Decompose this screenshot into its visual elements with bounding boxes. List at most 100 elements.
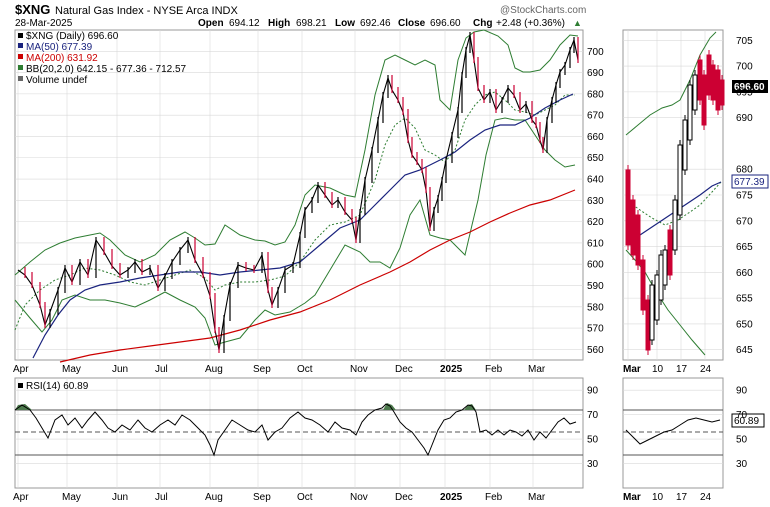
rsi-x-tick-label: Sep [253, 492, 271, 503]
zoom-candle-body [719, 79, 725, 106]
main-y-tick-label: 630 [587, 196, 604, 207]
zoom-y-tick-label: 650 [736, 319, 753, 330]
rsi-zoom-x-ticks: Mar 10 17 24 [623, 492, 712, 503]
ohlc-chg-label: Chg [473, 18, 492, 29]
zoom-y-tick-label: 680 [736, 165, 753, 176]
ohlc-low-label: Low [335, 18, 355, 29]
zoom-candle-body [654, 274, 660, 321]
ohlc-open-label: Open [198, 18, 224, 29]
main-x-tick-label: Oct [297, 364, 313, 375]
zoom-y-tick-label: 645 [736, 345, 753, 356]
zoom-candle-body [710, 64, 716, 101]
zoom-candle-body [701, 74, 707, 126]
ohlc-open: 694.12 [229, 18, 260, 29]
zoom-candle-body [677, 144, 683, 216]
main-y-tick-label: 560 [587, 345, 604, 356]
zoom-candle-body [625, 169, 631, 246]
rsi-zoom-y-tick-label: 90 [736, 386, 748, 397]
rsi-x-tick-label: Apr [13, 492, 29, 503]
rsi-x-ticks: Apr May Jun Jul Aug Sep Oct Nov Dec 2025 Feb Mar [13, 492, 546, 503]
legend-bb: BB(20,2.0) 642.15 - 677.36 - 712.57 [26, 64, 187, 75]
main-candles [24, 32, 579, 353]
zoom-candle-body [672, 199, 678, 251]
rsi-zoom-y-tick-label: 50 [736, 435, 748, 446]
rsi-x-tick-label: Oct [297, 492, 313, 503]
zoom-candle-body [692, 74, 698, 111]
rsi-zoom-x-tick-label: 17 [676, 492, 688, 503]
main-y-tick-label: 650 [587, 153, 604, 164]
main-x-tick-label: 2025 [440, 364, 463, 375]
rsi-x-tick-label: Aug [205, 492, 223, 503]
ohlc-high-label: High [268, 18, 290, 29]
legend-ma50: MA(50) 677.39 [26, 42, 93, 53]
main-x-tick-label: Apr [13, 364, 29, 375]
main-y-tick-label: 670 [587, 111, 604, 122]
ma50-line [32, 93, 574, 359]
zoom-candle-body [667, 229, 673, 276]
rsi-zoom-x-tick-label: 10 [652, 492, 664, 503]
ma50-price-box [731, 174, 769, 189]
zoom-candle-body [649, 284, 655, 341]
main-y-tick-label: 660 [587, 132, 604, 143]
zoom-bb-mid-line [625, 181, 722, 226]
rsi-title: RSI(14) 60.89 [26, 381, 89, 392]
main-y-tick-label: 640 [587, 175, 604, 186]
ohlc-close: 696.60 [430, 18, 461, 29]
main-y-tick-label: 620 [587, 217, 604, 228]
main-x-tick-label: Jun [112, 364, 128, 375]
rsi-y-ticks: 30 50 70 90 [587, 386, 599, 470]
main-y-tick-label: 600 [587, 260, 604, 271]
zoom-x-tick-label: 24 [700, 364, 712, 375]
rsi-y-tick-label: 70 [587, 410, 599, 421]
rsi-y-tick-label: 50 [587, 435, 599, 446]
rsi-x-tick-label: Mar [528, 492, 546, 503]
zoom-y-tick-label: 655 [736, 294, 753, 305]
ohlc-high: 698.21 [296, 18, 327, 29]
main-y-tick-label: 590 [587, 281, 604, 292]
main-panel-frame [14, 29, 584, 361]
watermark: @StockCharts.com [500, 5, 586, 16]
main-x-tick-label: Nov [350, 364, 368, 375]
main-x-tick-label: May [62, 364, 81, 375]
main-y-tick-label: 580 [587, 302, 604, 313]
bb-lower-line [14, 117, 576, 346]
rsi-zoom-y-tick-label: 70 [736, 410, 748, 421]
zoom-candle-body [630, 199, 636, 256]
zoom-candle-body [645, 299, 651, 351]
main-y-tick-label: 570 [587, 324, 604, 335]
main-y-tick-label: 680 [587, 89, 604, 100]
zoom-y-tick-label: 700 [736, 62, 753, 73]
rsi-zoom-y-ticks: 30 50 70 90 [736, 386, 748, 470]
main-x-tick-label: Aug [205, 364, 223, 375]
rsi-x-tick-label: Nov [350, 492, 368, 503]
zoom-x-ticks: Mar 10 17 24 [623, 364, 712, 375]
legend-volume: Volume undef [26, 75, 87, 86]
chart-date: 28-Mar-2025 [15, 18, 73, 29]
zoom-candle-body [706, 54, 712, 96]
main-y-tick-label: 700 [587, 47, 604, 58]
rsi-x-tick-label: Dec [395, 492, 413, 503]
rsi-zoom-panel-frame [622, 377, 724, 489]
last-price-label: 696.60 [734, 82, 765, 93]
bb-upper-line [14, 29, 579, 276]
legend-ma200: MA(200) 631.92 [26, 53, 98, 64]
zoom-candle-body [715, 69, 721, 111]
symbol-title: $XNG [15, 2, 50, 17]
main-x-ticks: Apr May Jun Jul Aug Sep Oct Nov Dec 2025 Feb Mar [13, 364, 546, 375]
zoom-y-tick-label: 675 [736, 191, 753, 202]
main-x-tick-label: Dec [395, 364, 413, 375]
zoom-candle-body [640, 259, 646, 311]
main-x-tick-label: Mar [528, 364, 546, 375]
legend-ma50-swatch [18, 43, 23, 48]
zoom-candle-body [682, 119, 688, 171]
rsi-zoom-y-tick-label: 30 [736, 459, 748, 470]
symbol-name: Natural Gas Index - NYSE Arca INDX [55, 5, 238, 17]
zoom-candle-body [635, 214, 641, 266]
rsi-zoom-line [625, 417, 721, 445]
legend-ma200-swatch [18, 54, 23, 59]
ohlc-close-label: Close [398, 18, 426, 29]
rsi-zoom-x-tick-label: Mar [623, 492, 641, 503]
rsi-x-tick-label: May [62, 492, 81, 503]
zoom-y-tick-label: 665 [736, 242, 753, 253]
